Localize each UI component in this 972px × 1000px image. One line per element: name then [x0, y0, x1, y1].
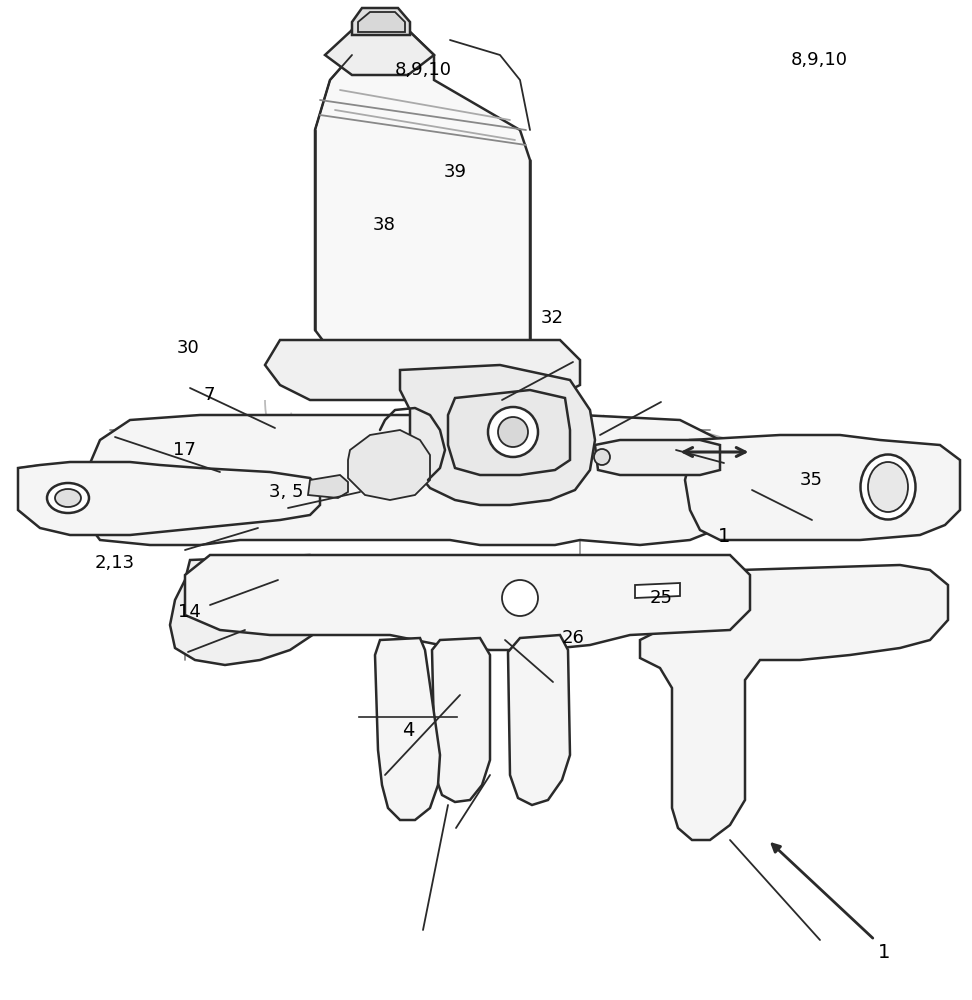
Polygon shape: [595, 440, 720, 475]
Polygon shape: [635, 583, 680, 598]
Polygon shape: [400, 365, 595, 505]
Polygon shape: [18, 462, 320, 535]
Text: 8,9,10: 8,9,10: [395, 61, 451, 79]
Text: 25: 25: [649, 589, 673, 607]
Ellipse shape: [47, 483, 89, 513]
Text: 4: 4: [402, 720, 414, 740]
Text: 7: 7: [203, 386, 215, 404]
Text: 17: 17: [173, 441, 196, 459]
Polygon shape: [375, 638, 440, 820]
Circle shape: [502, 580, 538, 616]
Circle shape: [498, 417, 528, 447]
Polygon shape: [352, 8, 410, 35]
Polygon shape: [85, 415, 730, 545]
Polygon shape: [432, 638, 490, 802]
Text: 32: 32: [540, 309, 564, 327]
Text: 30: 30: [176, 339, 199, 357]
Polygon shape: [185, 555, 750, 650]
Text: 26: 26: [562, 629, 585, 647]
Text: 35: 35: [800, 471, 823, 489]
Polygon shape: [685, 435, 960, 540]
Text: 3, 5: 3, 5: [269, 483, 304, 501]
Polygon shape: [315, 30, 530, 365]
Text: 8,9,10: 8,9,10: [791, 51, 848, 69]
Text: 1: 1: [879, 942, 890, 961]
Text: 1: 1: [718, 528, 730, 546]
Text: 38: 38: [372, 216, 396, 234]
Polygon shape: [265, 340, 580, 400]
Ellipse shape: [55, 489, 81, 507]
Polygon shape: [508, 635, 570, 805]
Polygon shape: [348, 430, 430, 500]
Polygon shape: [640, 565, 948, 840]
Ellipse shape: [860, 454, 916, 520]
Polygon shape: [448, 390, 570, 475]
Circle shape: [488, 407, 538, 457]
Text: 39: 39: [443, 163, 467, 181]
Ellipse shape: [868, 462, 908, 512]
Circle shape: [594, 449, 610, 465]
Polygon shape: [325, 30, 434, 75]
Text: 2,13: 2,13: [94, 554, 135, 572]
Polygon shape: [170, 555, 335, 665]
Polygon shape: [308, 475, 348, 498]
Text: 14: 14: [178, 603, 201, 621]
Polygon shape: [358, 12, 405, 32]
